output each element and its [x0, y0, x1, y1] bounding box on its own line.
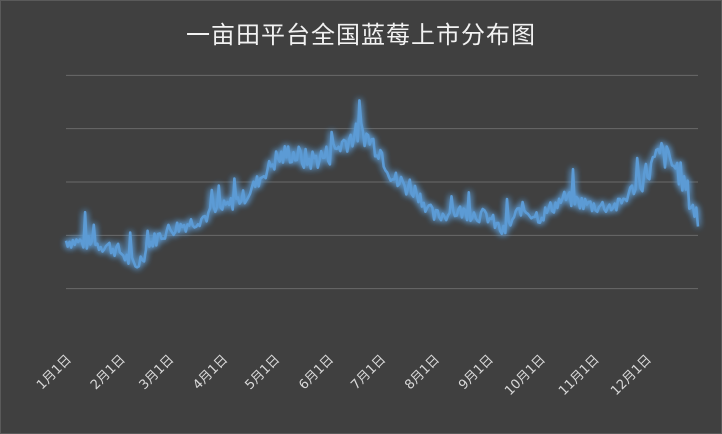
x-tick-label: 11月1日: [556, 352, 603, 399]
series-group: [64, 99, 700, 269]
x-axis-ticks: 1月1日 2月1日 3月1日 4月1日 5月1日 6月1日 7月1日 8月1日 9月1日 10月1…: [34, 352, 655, 399]
x-tick-label: 9月1日: [456, 352, 497, 393]
x-tick-label: 10月1日: [502, 352, 549, 399]
x-tick-label: 1月1日: [34, 352, 75, 393]
x-tick-label: 12月1日: [608, 352, 655, 399]
x-tick-label: 6月1日: [296, 352, 337, 393]
chart-title: 一亩田平台全国蓝莓上市分布图: [186, 21, 536, 49]
x-tick-label: 5月1日: [242, 352, 283, 393]
x-tick-label: 4月1日: [190, 352, 231, 393]
x-tick-label: 3月1日: [137, 352, 178, 393]
x-tick-label: 8月1日: [402, 352, 443, 393]
x-tick-label: 2月1日: [88, 352, 129, 393]
series-line: [64, 99, 700, 269]
x-tick-label: 7月1日: [348, 352, 389, 393]
gridlines: [66, 74, 698, 290]
